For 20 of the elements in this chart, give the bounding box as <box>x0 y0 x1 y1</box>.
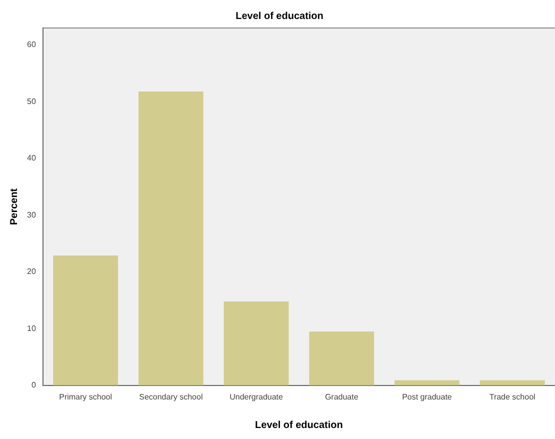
y-tick-label: 0 <box>31 380 36 390</box>
y-axis-title: Percent <box>8 188 20 226</box>
x-tick-label: Undergraduate <box>230 392 284 402</box>
x-tick-label: Secondary school <box>139 392 203 402</box>
x-tick-label: Primary school <box>59 392 112 402</box>
y-tick-label: 10 <box>26 324 36 333</box>
y-tick-label: 20 <box>26 267 36 276</box>
bar <box>138 92 204 386</box>
x-tick-label: Trade school <box>489 392 536 402</box>
x-tick-label: Post graduate <box>402 392 452 402</box>
y-tick-label: 40 <box>26 154 36 163</box>
bar <box>224 301 289 386</box>
x-axis-title: Level of education <box>255 420 343 431</box>
bar <box>53 255 118 386</box>
x-tick-label: Graduate <box>324 392 359 402</box>
bar <box>309 332 374 386</box>
y-tick-label: 60 <box>26 40 36 50</box>
y-tick-label: 50 <box>26 96 36 106</box>
y-tick-label: 30 <box>26 210 36 220</box>
chart-title: Level of education <box>236 10 324 22</box>
